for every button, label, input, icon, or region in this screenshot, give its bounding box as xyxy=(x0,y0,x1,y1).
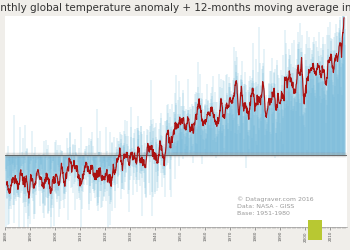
Title: Monthly global temperature anomaly + 12-months moving average in °C: Monthly global temperature anomaly + 12-… xyxy=(0,4,350,14)
Text: © Datagraver.com 2016
Data: NASA - GISS
Base: 1951-1980: © Datagraver.com 2016 Data: NASA - GISS … xyxy=(237,197,314,216)
